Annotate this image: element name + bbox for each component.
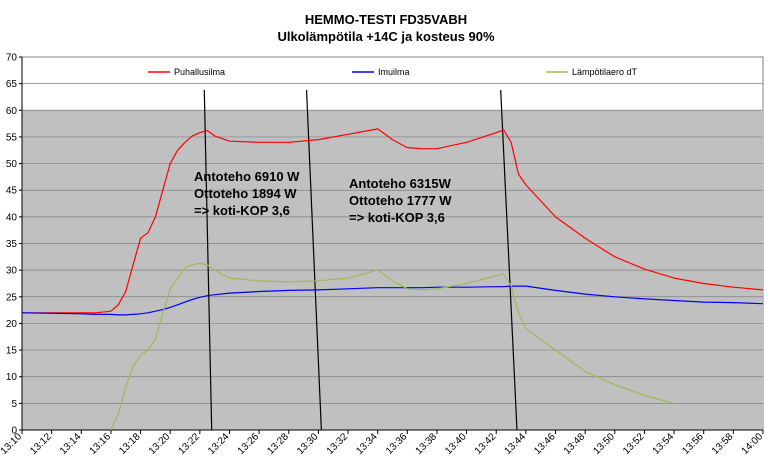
annotation-line: Antoteho 6315W (349, 176, 452, 191)
x-tick-label: 13:30 (295, 431, 321, 457)
gridlines (22, 83, 763, 404)
x-tick-label: 13:22 (176, 431, 202, 457)
annotations: Antoteho 6910 W Ottoteho 1894 W => koti-KO… (194, 169, 452, 225)
x-tick-label: 13:24 (206, 431, 232, 457)
y-tick-label: 55 (6, 132, 18, 143)
x-tick-label: 13:20 (147, 431, 173, 457)
x-tick-label: 14:00 (740, 431, 766, 457)
x-tick-label: 13:18 (117, 431, 143, 457)
legend-label: Puhallusilma (174, 67, 225, 77)
chart-title: HEMMO-TESTI FD35VABH (305, 12, 467, 27)
chart-subtitle: Ulkolämpötila +14C ja kosteus 90% (277, 29, 495, 44)
series-line-3 (110, 262, 675, 431)
y-tick-label: 40 (6, 212, 18, 223)
phase-marker-line (305, 89, 322, 431)
y-tick-label: 70 (6, 53, 18, 64)
x-tick-label: 13:40 (443, 431, 469, 457)
y-tick-label: 35 (6, 239, 18, 250)
x-tick-label: 13:32 (325, 431, 351, 457)
x-tick-label: 13:50 (591, 431, 617, 457)
x-tick-label: 13:54 (651, 431, 677, 457)
y-tick-label: 0 (11, 426, 17, 437)
x-tick-label: 13:26 (236, 431, 262, 457)
y-tick-label: 45 (6, 186, 18, 197)
y-tick-label: 50 (6, 159, 18, 170)
y-tick-label: 10 (6, 372, 18, 383)
x-tick-label: 13:42 (473, 431, 499, 457)
series-line-2 (21, 285, 764, 316)
x-tick-label: 13:14 (58, 431, 84, 457)
annotation-line: Antoteho 6910 W (194, 169, 300, 184)
phase-marker-line (203, 89, 213, 431)
x-tick-label: 13:38 (414, 431, 440, 457)
annotation-line: Ottoteho 1777 W (349, 193, 452, 208)
legend-label: Lämpötilaero dT (572, 67, 638, 77)
annotation-line: => koti-KOP 3,6 (194, 203, 290, 218)
series-line-1 (22, 128, 764, 314)
x-tick-label: 13:46 (532, 431, 558, 457)
phase-marker-line (500, 89, 518, 431)
x-tick-label: 13:52 (621, 431, 647, 457)
x-tick-label: 13:56 (680, 431, 706, 457)
annotation-line: => koti-KOP 3,6 (349, 210, 445, 225)
y-tick-label: 20 (6, 319, 18, 330)
annotation-line: Ottoteho 1894 W (194, 186, 297, 201)
x-tick-label: 13:16 (88, 431, 114, 457)
y-tick-label: 15 (6, 346, 18, 357)
x-tick-label: 13:44 (503, 431, 529, 457)
x-tick-label: 13:28 (265, 431, 291, 457)
y-tick-label: 30 (6, 266, 18, 277)
phase-markers (203, 89, 518, 431)
y-axis: 0 5 10 15 20 25 30 35 40 45 50 55 60 65 70 (6, 53, 22, 437)
x-tick-label: 13:36 (384, 431, 410, 457)
series-group (21, 128, 764, 431)
y-tick-label: 60 (6, 106, 18, 117)
x-tick-label: 13:58 (710, 431, 736, 457)
legend-label: Imuilma (378, 67, 410, 77)
x-tick-label: 13:10 (0, 431, 24, 457)
x-tick-label: 13:12 (28, 431, 54, 457)
y-tick-label: 25 (6, 292, 18, 303)
x-tick-label: 13:34 (354, 431, 380, 457)
y-tick-label: 65 (6, 79, 18, 90)
legend: Puhallusilma Imuilma Lämpötilaero dT (148, 67, 638, 77)
x-tick-label: 13:48 (562, 431, 588, 457)
y-tick-label: 5 (11, 399, 17, 410)
